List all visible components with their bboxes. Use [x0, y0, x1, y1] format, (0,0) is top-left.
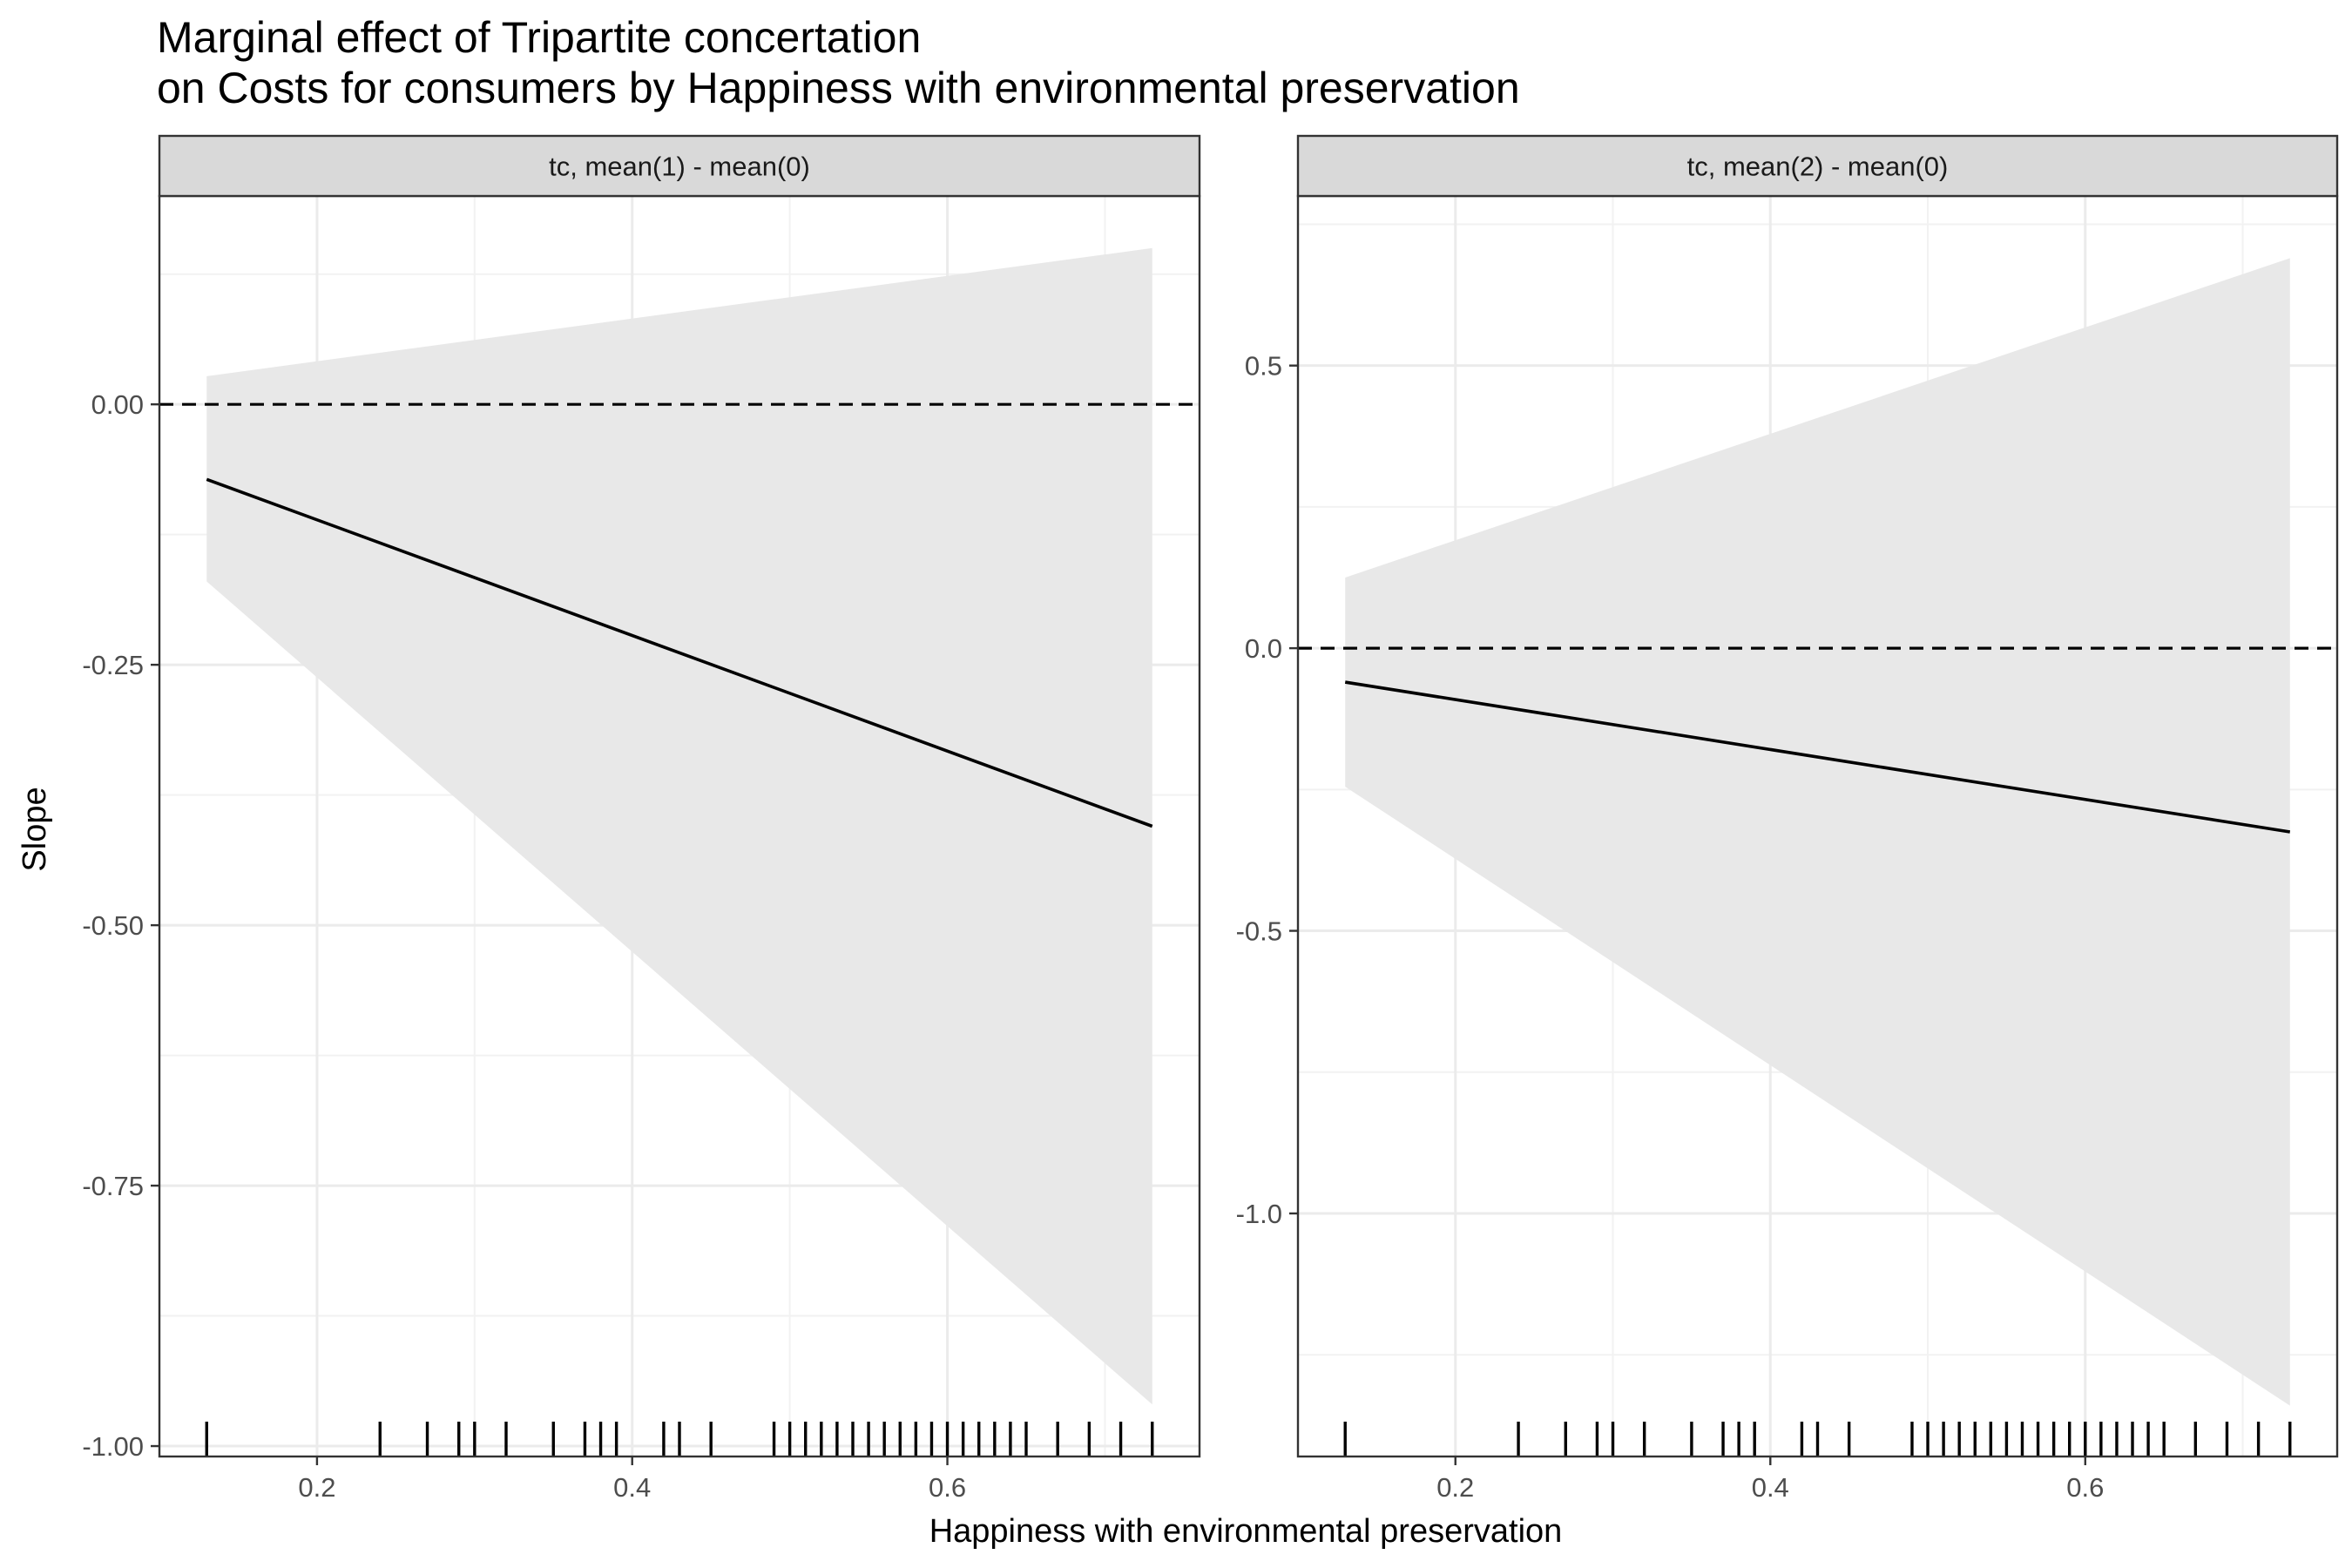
panel-2-y-tick-label: -0.5: [1236, 916, 1282, 947]
panel-1-confidence-band: [206, 247, 1152, 1405]
x-axis-label: Happiness with environmental preservatio…: [929, 1513, 1563, 1550]
panel-2-y-tick-label: -1.0: [1236, 1199, 1282, 1229]
panel-1-x-tick-label: 0.6: [929, 1472, 966, 1503]
panel-1-x-tick-label: 0.2: [298, 1472, 335, 1503]
chart-subtitle: on Costs for consumers by Happiness with…: [157, 64, 1520, 112]
title-block: Marginal effect of Tripartite concertati…: [157, 12, 1520, 113]
panel-1-y-tick-label: -0.50: [82, 910, 144, 941]
panel-2-x-tick-label: 0.4: [1752, 1472, 1789, 1503]
panel-1-y-tick-label: 0.00: [91, 389, 144, 420]
panel-1-x-tick-label: 0.4: [613, 1472, 651, 1503]
panel-1-y-tick-label: -0.75: [82, 1171, 144, 1201]
panel-1-y-tick-label: -0.25: [82, 650, 144, 680]
panel-1-strip: [158, 134, 1201, 198]
y-axis-label: Slope: [17, 787, 53, 871]
panel-2-y-tick-label: 0.5: [1245, 351, 1282, 382]
panel-2-strip: [1296, 134, 2339, 198]
panel-2-y-tick-label: 0.0: [1245, 633, 1282, 664]
panel-1-strip-label: tc, mean(1) - mean(0): [549, 152, 810, 182]
panel-2-strip-label: tc, mean(2) - mean(0): [1687, 152, 1949, 182]
panel-2-confidence-band: [1345, 258, 2290, 1406]
panel-1-estimate-line: [206, 477, 1153, 828]
chart-title: Marginal effect of Tripartite concertati…: [157, 13, 922, 62]
panel-1-y-tick-label: -1.00: [82, 1431, 144, 1462]
panel-2-x-tick-label: 0.2: [1436, 1472, 1474, 1503]
panel-2-x-tick-label: 0.6: [2066, 1472, 2104, 1503]
panel-2-estimate-line: [1344, 680, 2291, 834]
